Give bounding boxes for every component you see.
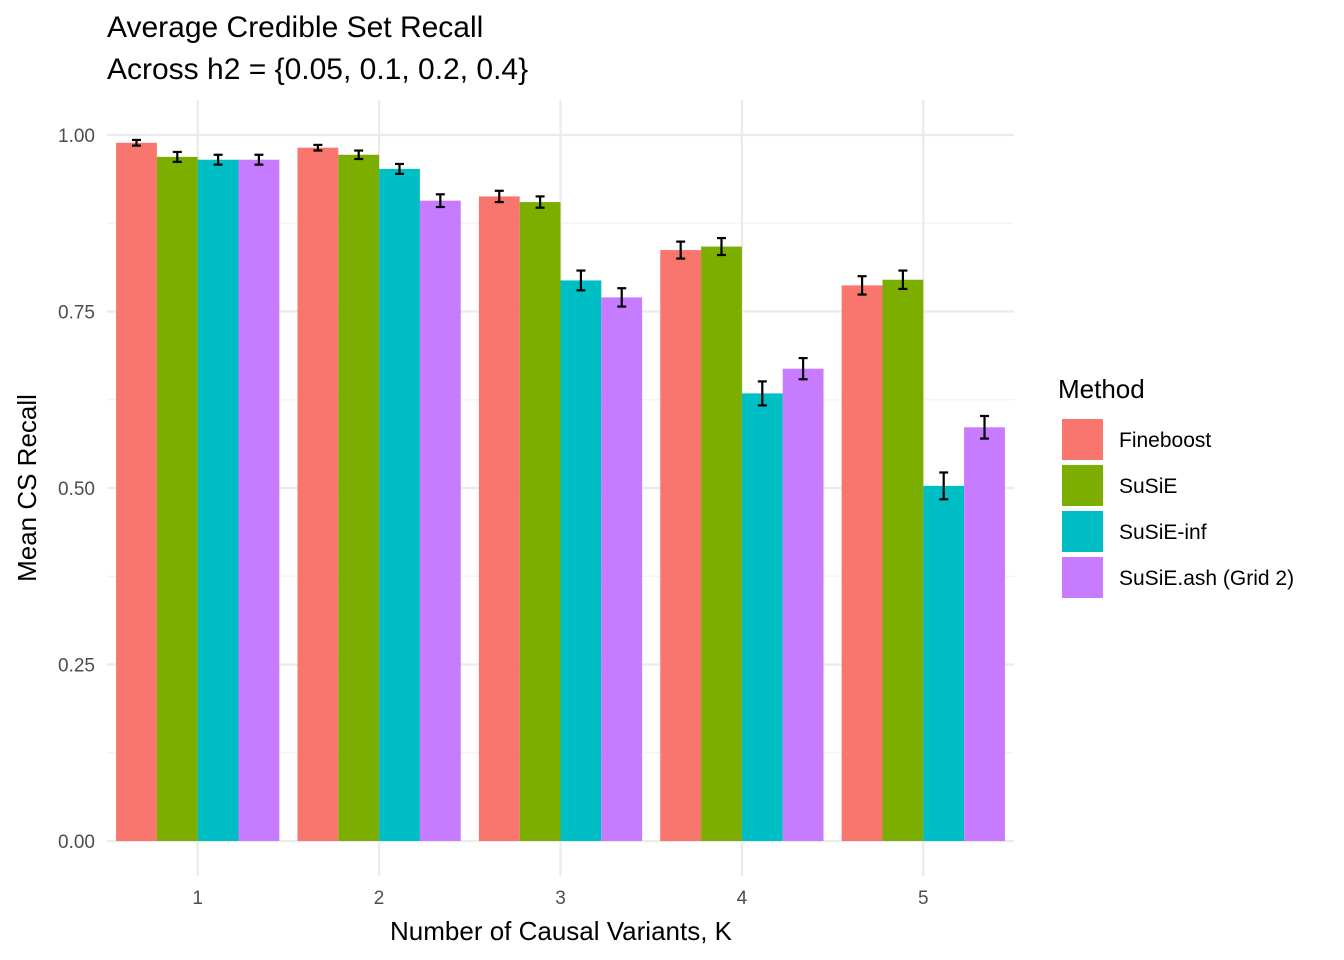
y-tick-label: 0.00 [58, 832, 95, 853]
y-axis-ticks: 0.00 0.25 0.50 0.75 1.00 [58, 126, 95, 853]
x-tick-label: 3 [555, 888, 566, 909]
x-tick-label: 1 [192, 888, 203, 909]
bar [882, 279, 924, 842]
bar [156, 156, 198, 842]
bar [519, 202, 561, 841]
legend-swatch [1062, 465, 1103, 506]
x-tick-label: 2 [374, 888, 385, 909]
y-axis-title: Mean CS Recall [12, 394, 42, 582]
chart-subtitle: Across h2 = {0.05, 0.1, 0.2, 0.4} [107, 53, 528, 86]
legend-label: Fineboost [1119, 429, 1211, 452]
bar [478, 196, 520, 841]
legend-label: SuSiE [1119, 475, 1177, 498]
x-tick-label: 4 [737, 888, 748, 909]
bar [238, 159, 280, 841]
legend-swatch [1062, 419, 1103, 460]
bar [660, 250, 702, 841]
legend-title: Method [1058, 374, 1145, 404]
bar [741, 393, 783, 841]
bar [419, 200, 461, 841]
error-bars [131, 138, 990, 501]
bar [923, 485, 965, 841]
x-tick-label: 5 [918, 888, 929, 909]
legend: Method Fineboost SuSiE SuSiE-inf SuSiE.ash … [1058, 374, 1294, 598]
bar [116, 142, 157, 842]
bar [338, 154, 380, 841]
legend-swatch [1062, 557, 1103, 598]
x-axis-ticks: 1 2 3 4 5 [192, 888, 928, 909]
bar [379, 168, 420, 841]
y-tick-label: 0.50 [58, 479, 95, 500]
bar [782, 368, 824, 841]
bars [116, 142, 1005, 842]
legend-swatch [1062, 511, 1103, 552]
y-tick-label: 0.25 [58, 656, 95, 677]
chart-title: Average Credible Set Recall [107, 11, 483, 44]
bar [964, 427, 1005, 841]
bar [701, 246, 742, 842]
x-axis-title: Number of Causal Variants, K [390, 916, 733, 946]
y-tick-label: 0.75 [58, 303, 95, 324]
bar [841, 285, 883, 841]
legend-label: SuSiE-inf [1119, 521, 1207, 544]
bar [601, 297, 643, 841]
bar [297, 147, 339, 841]
bar [560, 280, 602, 841]
y-tick-label: 1.00 [58, 126, 95, 147]
bar [197, 159, 239, 841]
legend-label: SuSiE.ash (Grid 2) [1119, 567, 1294, 590]
